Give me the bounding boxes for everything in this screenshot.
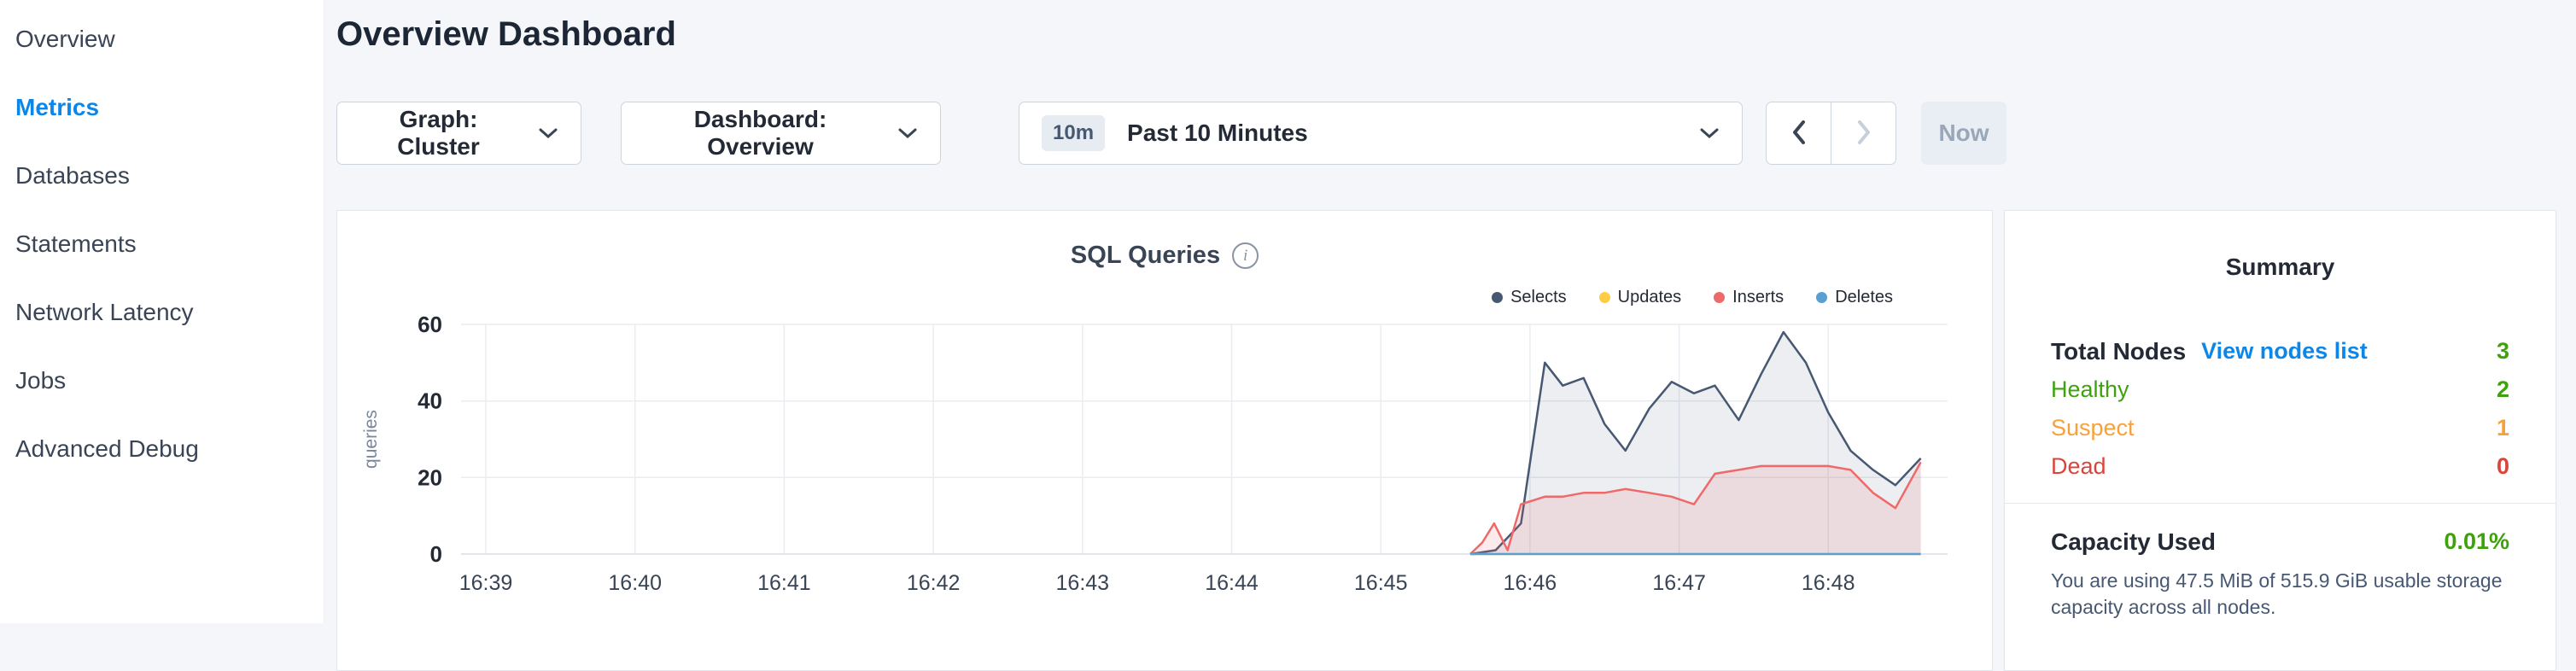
time-range-label: Past 10 Minutes <box>1127 120 1308 146</box>
svg-text:16:48: 16:48 <box>1802 571 1855 595</box>
legend-dot-icon <box>1816 292 1828 303</box>
view-nodes-link[interactable]: View nodes list <box>2201 338 2368 364</box>
summary-title: Summary <box>2225 254 2335 280</box>
summary-divider <box>2005 503 2556 504</box>
chevron-right-icon <box>1853 115 1875 152</box>
healthy-label: Healthy <box>2051 376 2129 402</box>
legend-label: Inserts <box>1732 288 1785 306</box>
chart-legend: Selects Updates Inserts Deletes <box>1492 288 1893 307</box>
capacity-row: Capacity Used 0.01% <box>2051 522 2509 561</box>
dashboard-dropdown-label: Dashboard: Overview <box>693 106 827 160</box>
total-nodes-row: Total Nodes View nodes list 3 <box>2051 332 2509 371</box>
dead-label: Dead <box>2051 453 2106 479</box>
legend-dot-icon <box>1714 292 1726 303</box>
legend-dot-icon <box>1598 292 1610 303</box>
healthy-nodes-row: Healthy 2 <box>2051 371 2509 409</box>
legend-label: Selects <box>1510 288 1567 306</box>
chevron-down-icon <box>538 127 558 139</box>
now-button[interactable]: Now <box>1921 102 2006 165</box>
graph-dropdown[interactable]: Graph: Cluster <box>336 102 581 165</box>
total-nodes-label: Total Nodes <box>2051 337 2187 365</box>
legend-item-deletes: Deletes <box>1816 288 1893 307</box>
summary-rows: Total Nodes View nodes list 3 Healthy 2 … <box>2051 332 2509 486</box>
svg-text:16:47: 16:47 <box>1652 571 1706 595</box>
sidebar-item-statements[interactable]: Statements <box>15 230 137 257</box>
sidebar-item-advanced-debug[interactable]: Advanced Debug <box>15 435 199 462</box>
dead-nodes-row: Dead 0 <box>2051 447 2509 486</box>
legend-item-inserts: Inserts <box>1714 288 1784 307</box>
svg-text:16:45: 16:45 <box>1354 571 1408 595</box>
sql-queries-chart[interactable]: 0 20 40 60 16:39 16:40 16:41 16:42 16:43 16:44 16:… <box>337 312 1994 624</box>
svg-text:16:42: 16:42 <box>907 571 961 595</box>
time-prev-button[interactable] <box>1766 102 1831 165</box>
page-title: Overview Dashboard <box>336 15 676 53</box>
svg-text:16:41: 16:41 <box>757 571 811 595</box>
chevron-down-icon <box>897 127 918 139</box>
capacity-value: 0.01% <box>2444 528 2509 554</box>
sidebar: Overview Metrics Databases Statements Ne… <box>0 0 324 623</box>
time-range-dropdown[interactable]: 10m Past 10 Minutes <box>1019 102 1743 165</box>
svg-text:20: 20 <box>418 464 442 490</box>
sidebar-item-jobs[interactable]: Jobs <box>15 367 67 394</box>
capacity-label: Capacity Used <box>2051 528 2216 555</box>
svg-text:16:40: 16:40 <box>608 571 662 595</box>
sidebar-item-overview[interactable]: Overview <box>15 26 115 52</box>
svg-text:queries: queries <box>361 410 381 469</box>
sidebar-item-metrics[interactable]: Metrics <box>15 94 100 120</box>
time-pager <box>1766 102 1896 165</box>
chevron-left-icon <box>1788 115 1810 152</box>
suspect-label: Suspect <box>2051 415 2135 441</box>
time-range-badge: 10m <box>1042 115 1106 151</box>
total-nodes-value: 3 <box>2496 338 2509 364</box>
legend-label: Deletes <box>1835 288 1893 306</box>
svg-text:16:39: 16:39 <box>459 571 513 595</box>
svg-text:40: 40 <box>418 388 442 414</box>
legend-item-updates: Updates <box>1598 288 1682 307</box>
graph-dropdown-label: Graph: Cluster <box>397 106 480 160</box>
summary-panel: Summary Total Nodes View nodes list 3 He… <box>2004 210 2556 671</box>
chevron-down-icon <box>1699 127 1720 139</box>
dashboard-dropdown[interactable]: Dashboard: Overview <box>621 102 941 165</box>
svg-text:60: 60 <box>418 313 442 337</box>
svg-text:16:46: 16:46 <box>1504 571 1557 595</box>
sidebar-item-databases[interactable]: Databases <box>15 162 130 189</box>
sidebar-item-network-latency[interactable]: Network Latency <box>15 299 194 325</box>
chart-plot-area[interactable]: 0 20 40 60 16:39 16:40 16:41 16:42 16:43 16:44 16:… <box>337 312 1994 624</box>
healthy-value: 2 <box>2496 376 2509 402</box>
time-next-button[interactable] <box>1831 102 1896 165</box>
capacity-description: You are using 47.5 MiB of 515.9 GiB usab… <box>2051 569 2503 618</box>
dead-value: 0 <box>2496 453 2509 479</box>
svg-text:0: 0 <box>430 541 442 567</box>
svg-text:16:43: 16:43 <box>1056 571 1110 595</box>
suspect-nodes-row: Suspect 1 <box>2051 409 2509 447</box>
toolbar: Graph: Cluster Dashboard: Overview 10m P… <box>336 102 2006 165</box>
info-icon[interactable]: i <box>1232 242 1259 269</box>
legend-label: Updates <box>1617 288 1682 306</box>
suspect-value: 1 <box>2496 415 2509 441</box>
sql-queries-chart-card: SQL Queries i Selects Updates Inserts Delet… <box>336 210 1993 671</box>
chart-title-row: SQL Queries i <box>337 242 1992 270</box>
chart-title: SQL Queries <box>1070 242 1221 269</box>
legend-dot-icon <box>1492 292 1504 303</box>
legend-item-selects: Selects <box>1492 288 1567 307</box>
svg-text:16:44: 16:44 <box>1205 571 1259 595</box>
